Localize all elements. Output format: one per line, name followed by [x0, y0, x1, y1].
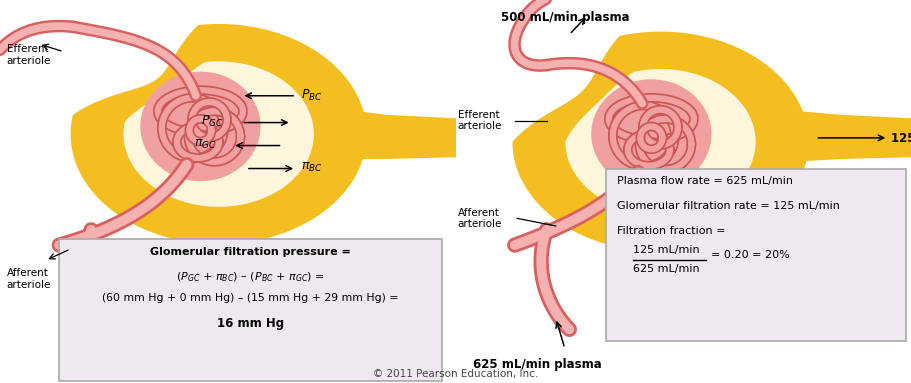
Polygon shape — [71, 24, 367, 244]
Ellipse shape — [591, 79, 711, 189]
Polygon shape — [513, 32, 809, 252]
Polygon shape — [310, 107, 465, 159]
Text: 125 mL/min filtrate: 125 mL/min filtrate — [891, 131, 911, 144]
Text: Plasma flow rate = 625 mL/min: Plasma flow rate = 625 mL/min — [618, 176, 793, 186]
Text: Glomerular filtration pressure =: Glomerular filtration pressure = — [150, 247, 351, 257]
Text: (60 mm Hg + 0 mm Hg) – (15 mm Hg + 29 mm Hg) =: (60 mm Hg + 0 mm Hg) – (15 mm Hg + 29 mm… — [102, 293, 399, 303]
Text: 500 mL/min plasma: 500 mL/min plasma — [501, 11, 630, 24]
Text: 125 mL/min: 125 mL/min — [633, 245, 700, 255]
Text: 625 mL/min: 625 mL/min — [633, 264, 700, 274]
Text: = 0.20 = 20%: = 0.20 = 20% — [711, 250, 789, 260]
Text: Efferent
arteriole: Efferent arteriole — [7, 44, 51, 65]
FancyBboxPatch shape — [59, 239, 442, 381]
Text: $(P_{GC}$ + $\pi_{BC})$ – $(P_{BC}$ + $\pi_{GC})$ =: $(P_{GC}$ + $\pi_{BC})$ – $(P_{BC}$ + $\… — [176, 270, 325, 284]
Text: 16 mm Hg: 16 mm Hg — [217, 317, 284, 330]
Text: Glomerular filtration rate = 125 mL/min: Glomerular filtration rate = 125 mL/min — [618, 201, 840, 211]
Text: $\pi_{GC}$: $\pi_{GC}$ — [194, 138, 217, 151]
Text: © 2011 Pearson Education, Inc.: © 2011 Pearson Education, Inc. — [373, 369, 538, 379]
FancyBboxPatch shape — [606, 169, 906, 341]
Text: Filtration fraction =: Filtration fraction = — [618, 226, 726, 236]
Text: 625 mL/min plasma: 625 mL/min plasma — [473, 358, 602, 371]
Polygon shape — [752, 109, 911, 163]
Polygon shape — [124, 61, 313, 207]
Text: $P_{GC}$: $P_{GC}$ — [200, 114, 223, 129]
Text: Afferent
arteriole: Afferent arteriole — [7, 268, 51, 290]
Text: Efferent
arteriole: Efferent arteriole — [457, 110, 502, 131]
Text: $P_{BC}$: $P_{BC}$ — [301, 87, 322, 103]
Text: $\pi_{BC}$: $\pi_{BC}$ — [301, 161, 322, 174]
Text: Afferent
arteriole: Afferent arteriole — [457, 208, 502, 229]
Ellipse shape — [140, 72, 261, 181]
Polygon shape — [566, 69, 756, 214]
